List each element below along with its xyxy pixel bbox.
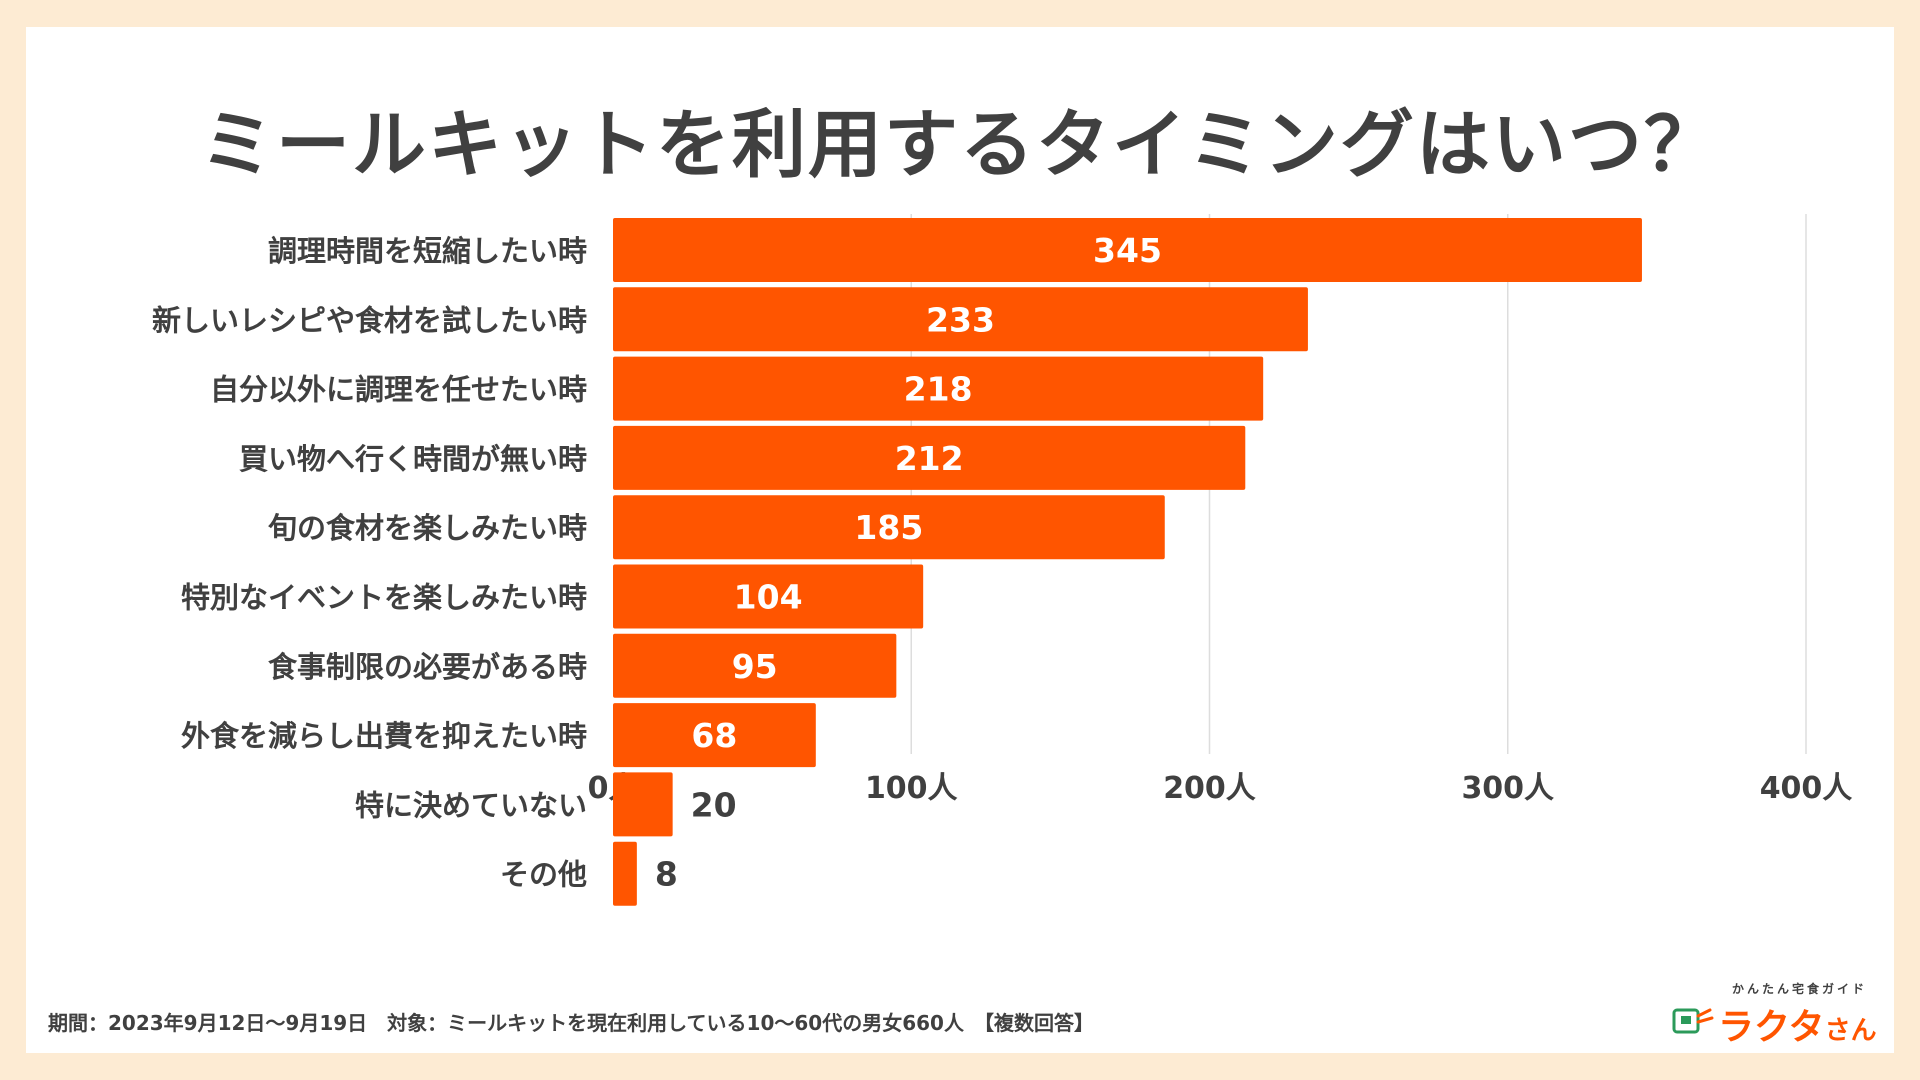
bar-8 <box>613 772 673 837</box>
category-label: 特別なイベントを楽しみたい時 <box>181 581 587 615</box>
category-label: 新しいレシピや食材を試したい時 <box>152 303 587 337</box>
chart-card: ミールキットを利用するタイミングはいつ？ 0人100人200人300人400人調… <box>26 27 1894 1053</box>
x-tick-label: 400人 <box>1760 771 1853 806</box>
bar-2 <box>613 356 1264 421</box>
rakuta-logo: かんたん宅食ガイド ラクタさん <box>1672 978 1892 1048</box>
bar-3 <box>613 425 1246 490</box>
bar-5 <box>613 564 924 629</box>
category-label: 買い物へ行く時間が無い時 <box>239 442 587 476</box>
bar-chart: 0人100人200人300人400人調理時間を短縮したい時345新しいレシピや食… <box>152 214 1853 906</box>
bar-6 <box>613 633 897 698</box>
value-label: 212 <box>895 439 964 478</box>
category-label: その他 <box>500 858 587 892</box>
chart-title: ミールキットを利用するタイミングはいつ？ <box>200 102 1720 188</box>
survey-note: 期間：2023年9月12日〜9月19日 対象：ミールキットを現在利用している10… <box>48 1011 1094 1035</box>
logo-name: ラクタ <box>1718 1007 1825 1048</box>
value-label: 185 <box>854 508 923 547</box>
value-label: 68 <box>691 716 737 755</box>
logo-suffix: さん <box>1824 1016 1877 1046</box>
bar-7 <box>613 703 816 768</box>
logo-text: ラクタさん <box>1718 998 1877 1050</box>
category-label: 外食を減らし出費を抑えたい時 <box>181 719 587 753</box>
category-label: 旬の食材を楽しみたい時 <box>268 511 587 545</box>
value-label: 345 <box>1093 231 1162 270</box>
value-label: 233 <box>926 300 995 339</box>
logo-tagline: かんたん宅食ガイド <box>1732 982 1868 996</box>
value-label: 8 <box>655 855 678 894</box>
value-label: 20 <box>691 785 737 824</box>
bar-9 <box>613 841 637 906</box>
x-tick-label: 200人 <box>1163 771 1256 806</box>
bar-1 <box>613 287 1308 352</box>
value-label: 104 <box>734 578 803 617</box>
bar-4 <box>613 495 1165 560</box>
category-label: 自分以外に調理を任せたい時 <box>210 373 587 407</box>
value-label: 218 <box>904 370 973 409</box>
value-label: 95 <box>732 647 778 686</box>
bento-logo-icon <box>1672 1008 1714 1034</box>
category-label: 調理時間を短縮したい時 <box>268 234 587 268</box>
bar-0 <box>613 218 1642 282</box>
x-tick-label: 300人 <box>1461 771 1554 806</box>
category-label: 食事制限の必要がある時 <box>268 650 587 684</box>
category-label: 特に決めていない <box>355 788 587 822</box>
x-tick-label: 100人 <box>865 771 958 806</box>
